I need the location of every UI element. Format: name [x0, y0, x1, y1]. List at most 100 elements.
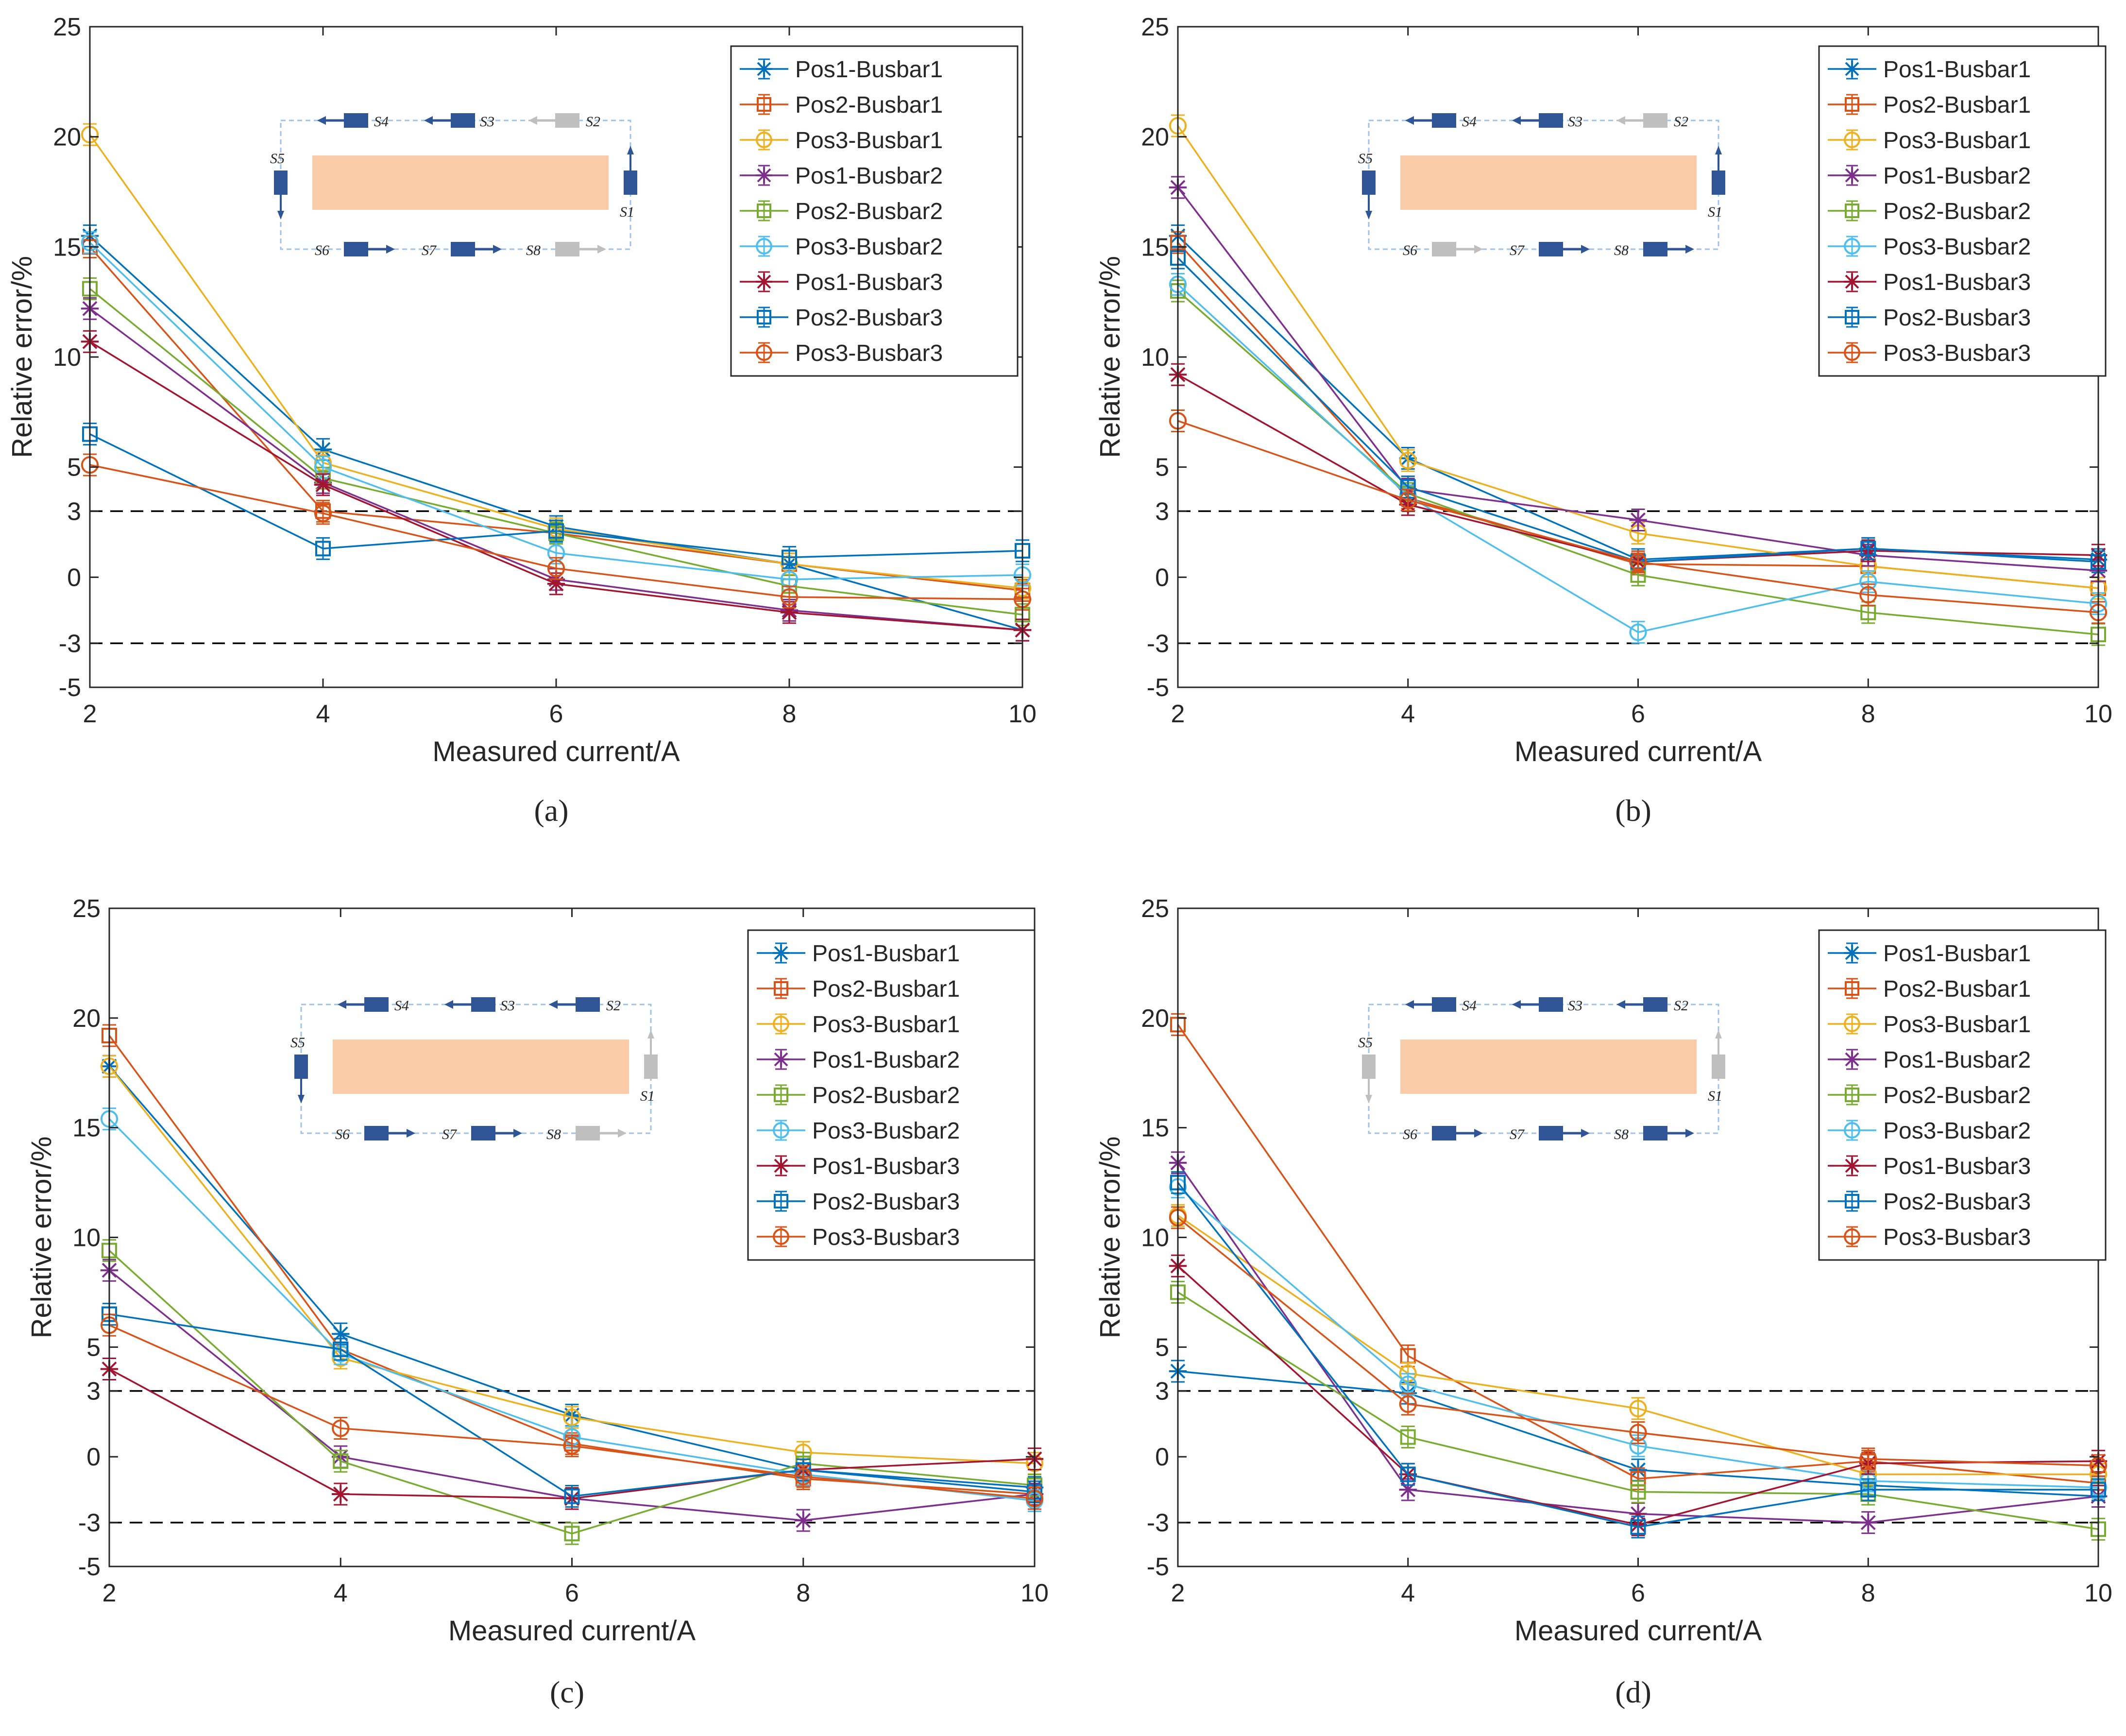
sensor-block [1432, 242, 1456, 256]
sensor-block [344, 113, 368, 128]
sensor-arrow-head [1685, 245, 1694, 254]
sensor-3 [444, 997, 495, 1012]
legend-label: Pos1-Busbar2 [812, 1047, 960, 1073]
legend: Pos1-Busbar1 Pos2-Busbar1 Pos3-Busbar1 Pos1… [1818, 45, 2107, 377]
legend-entry: Pos3-Busbar1 [1828, 1012, 2031, 1038]
sensor-label-s5: S5 [290, 1035, 305, 1051]
legend-label: Pos1-Busbar2 [795, 163, 943, 189]
marker-circle [1859, 586, 1877, 604]
marker-square [757, 204, 771, 218]
legend-entry: Pos2-Busbar1 [1828, 976, 2031, 1002]
sensor-arrow-head [549, 1000, 558, 1009]
y-tick-label: 10 [1141, 343, 1169, 372]
sensor-block [344, 242, 368, 256]
legend-label: Pos2-Busbar3 [1883, 305, 2031, 331]
x-tick-label: 4 [1401, 1579, 1415, 1607]
x-tick-label: 10 [2084, 700, 2112, 728]
y-tick-label: -5 [1147, 674, 1169, 702]
sensor-6 [364, 1126, 415, 1140]
y-tick-label: 15 [72, 1114, 101, 1142]
sensor-block [294, 1055, 308, 1079]
marker-square [333, 1341, 349, 1357]
marker-asterisk [794, 1511, 812, 1530]
sensor-block [451, 242, 475, 256]
x-tick-label: 2 [1171, 700, 1185, 728]
y-tick-label: -3 [78, 1509, 101, 1537]
marker-asterisk [1844, 1157, 1860, 1174]
x-axis-label: Measured current/A [1514, 1615, 1762, 1647]
legend-label: Pos2-Busbar3 [1883, 1189, 2031, 1215]
sensor-label-s6: S6 [335, 1126, 350, 1142]
marker-square [774, 1194, 788, 1208]
legend-entry: Pos1-Busbar1 [757, 941, 960, 967]
legend-entry: Pos1-Busbar2 [757, 1047, 960, 1073]
sensor-5 [274, 170, 288, 220]
marker-square [1845, 1194, 1859, 1208]
marker-square [564, 1526, 580, 1542]
x-axis-label: Measured current/A [448, 1615, 696, 1647]
sensor-arrow-head [513, 1129, 522, 1138]
legend-label: Pos3-Busbar3 [812, 1225, 960, 1250]
sensor-block [1643, 1126, 1667, 1140]
y-tick-label: -5 [59, 674, 81, 702]
sensor-arrow-head [1616, 116, 1625, 125]
marker-asterisk [1859, 1514, 1877, 1532]
y-axis-label: Relative error/% [6, 256, 38, 458]
y-tick-label: 20 [1141, 123, 1169, 152]
sensor-arrow-head [493, 245, 502, 254]
marker-circle [780, 588, 799, 606]
sensor-1 [1712, 146, 1725, 195]
marker-square [774, 981, 788, 996]
legend-entry: Pos1-Busbar3 [1828, 270, 2031, 295]
sensor-block [555, 242, 579, 256]
busbar-rectangle [1400, 1039, 1697, 1094]
sensor-block [555, 113, 579, 128]
legend-entry: Pos3-Busbar2 [757, 1118, 960, 1144]
legend-entry: Pos2-Busbar2 [757, 1083, 960, 1108]
sensor-label-s8: S8 [1614, 1126, 1629, 1142]
marker-asterisk [773, 1051, 789, 1068]
marker-asterisk [1844, 945, 1860, 961]
sensor-1 [644, 1030, 658, 1079]
sensor-label-s7: S7 [442, 1126, 458, 1142]
sensor-label-s4: S4 [1462, 114, 1477, 130]
legend-entry: Pos1-Busbar1 [740, 57, 943, 83]
y-tick-label: 25 [1141, 895, 1169, 923]
sensor-arrow-head [597, 245, 606, 254]
sensor-block [364, 997, 389, 1012]
panel-caption: (a) [534, 793, 568, 828]
legend-label: Pos3-Busbar2 [812, 1118, 960, 1144]
y-tick-label: 0 [86, 1443, 101, 1471]
sensor-label-s6: S6 [315, 242, 329, 258]
marker-square [757, 310, 771, 324]
sensor-block [471, 1126, 495, 1140]
marker-circle [1399, 491, 1417, 509]
y-tick-label: -5 [78, 1553, 101, 1581]
marker-square [548, 523, 564, 539]
marker-asterisk [547, 575, 565, 593]
sensor-7 [451, 242, 502, 256]
sensor-label-s1: S1 [620, 204, 634, 220]
legend-entry: Pos2-Busbar3 [740, 305, 943, 331]
marker-asterisk [773, 945, 789, 961]
y-tick-label: -3 [1147, 1509, 1169, 1537]
y-tick-label: 5 [86, 1333, 101, 1362]
marker-circle [773, 1122, 789, 1139]
x-tick-label: 10 [1020, 1579, 1049, 1607]
x-axis-label: Measured current/A [432, 736, 680, 767]
x-tick-label: 6 [1631, 700, 1645, 728]
legend-label: Pos2-Busbar2 [812, 1083, 960, 1108]
sensor-5 [294, 1055, 308, 1104]
y-tick-label: 25 [1141, 13, 1169, 41]
sensor-arrow-head [317, 116, 326, 125]
y-tick-label: 20 [53, 123, 81, 152]
legend-entry: Pos3-Busbar2 [1828, 1118, 2031, 1144]
marker-square [774, 1088, 788, 1102]
marker-asterisk [1844, 1051, 1860, 1068]
legend-entry: Pos2-Busbar1 [1828, 92, 2031, 118]
marker-circle [332, 1419, 350, 1437]
legend-label: Pos1-Busbar1 [1883, 57, 2031, 83]
sensor-arrow-head [407, 1129, 415, 1138]
y-tick-label: 0 [67, 563, 81, 592]
sensor-block [1539, 997, 1563, 1012]
